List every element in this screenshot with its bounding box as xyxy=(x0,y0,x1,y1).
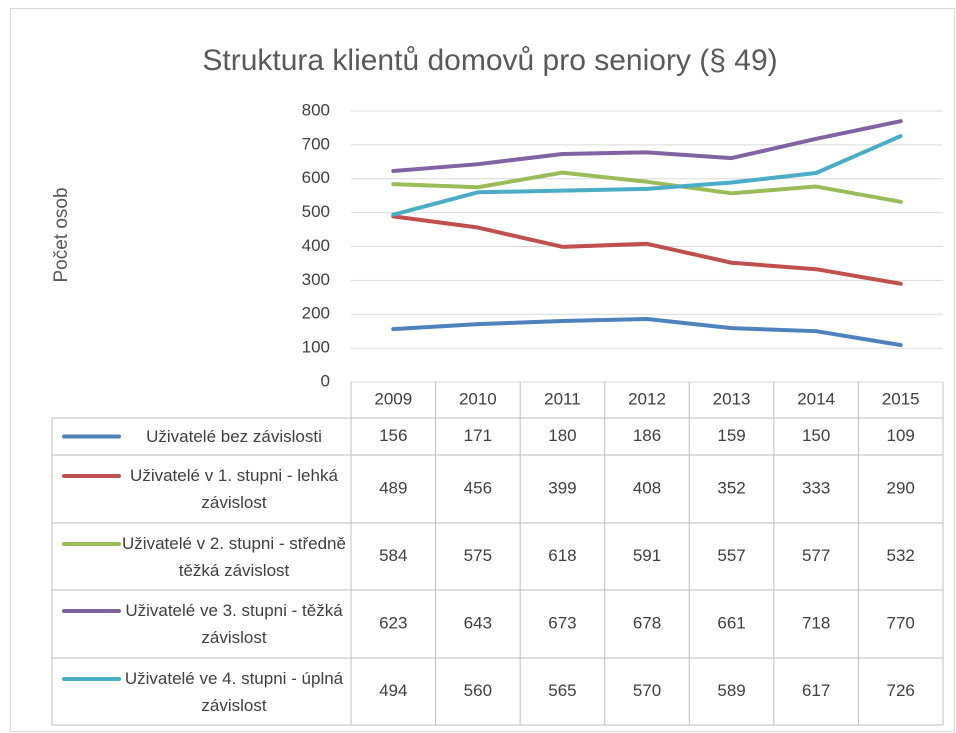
table-value: 577 xyxy=(802,546,830,565)
y-tick-label: 700 xyxy=(302,134,330,153)
x-tick-label: 2011 xyxy=(544,389,581,408)
legend-label-box: Uživatelé v 1. stupni - lehká závislost xyxy=(130,466,338,512)
x-tick-label: 2012 xyxy=(628,389,666,408)
table-value: 565 xyxy=(548,681,576,700)
series-line xyxy=(391,134,903,217)
table-value: 618 xyxy=(548,546,576,565)
x-tick-label: 2015 xyxy=(882,389,920,408)
chart-title: Struktura klientů domovů pro seniory (§ … xyxy=(202,44,777,77)
y-tick-label: 400 xyxy=(302,236,330,255)
legend-label-box: Uživatelé ve 4. stupni - úplná závislost xyxy=(124,668,344,715)
y-tick-label: 0 xyxy=(321,371,330,390)
x-tick-label: 2013 xyxy=(713,389,751,408)
chart-frame xyxy=(10,8,955,732)
table-value: 617 xyxy=(802,681,830,700)
table-value: 159 xyxy=(717,426,745,445)
table-value: 643 xyxy=(464,613,492,632)
table-value: 352 xyxy=(717,478,745,497)
table-value: 770 xyxy=(887,613,915,632)
y-tick-label: 800 xyxy=(302,100,330,119)
legend-label: Uživatelé ve 3. stupni - těžká závislost xyxy=(125,601,343,647)
table-value: 575 xyxy=(464,546,492,565)
legend-label: Uživatelé v 2. stupni - středně těžká zá… xyxy=(122,533,346,580)
table-value: 591 xyxy=(633,546,661,565)
table-value: 589 xyxy=(717,681,745,700)
legend-label: Uživatelé v 1. stupni - lehká závislost xyxy=(130,466,338,512)
legend-label-box: Uživatelé ve 3. stupni - těžká závislost xyxy=(125,601,343,647)
table-value: 180 xyxy=(548,426,576,445)
legend-label: Uživatelé bez závislosti xyxy=(146,427,322,446)
y-tick-label: 100 xyxy=(302,338,330,357)
table-value: 623 xyxy=(379,613,407,632)
table-value: 333 xyxy=(802,478,830,497)
table-value: 494 xyxy=(379,681,407,700)
table-value: 150 xyxy=(802,426,830,445)
table-value: 557 xyxy=(717,546,745,565)
table-value: 661 xyxy=(717,613,745,632)
series-line xyxy=(391,170,903,204)
series-line xyxy=(391,316,903,348)
legend-label-box: Uživatelé v 2. stupni - středně těžká zá… xyxy=(122,533,346,580)
y-tick-label: 300 xyxy=(302,270,330,289)
table-value: 408 xyxy=(633,478,661,497)
table-value: 399 xyxy=(548,478,576,497)
x-tick-label: 2010 xyxy=(459,389,497,408)
x-tick-label: 2009 xyxy=(374,389,412,408)
series-line xyxy=(391,119,903,173)
table-value: 570 xyxy=(633,681,661,700)
table-value: 171 xyxy=(464,426,492,445)
table-value: 290 xyxy=(887,478,915,497)
y-tick-label: 500 xyxy=(302,202,330,221)
table-value: 678 xyxy=(633,613,661,632)
legend-label: Uživatelé ve 4. stupni - úplná závislost xyxy=(124,668,344,715)
table-value: 560 xyxy=(464,681,492,700)
table-value: 456 xyxy=(464,478,492,497)
table-value: 532 xyxy=(887,546,915,565)
table-value: 156 xyxy=(379,426,407,445)
table-value: 718 xyxy=(802,613,830,632)
table-value: 726 xyxy=(887,681,915,700)
table-value: 186 xyxy=(633,426,661,445)
table-value: 584 xyxy=(379,546,407,565)
table-value: 489 xyxy=(379,478,407,497)
table-value: 109 xyxy=(887,426,915,445)
series-line xyxy=(391,214,903,286)
table-value: 673 xyxy=(548,613,576,632)
legend-label-box: Uživatelé bez závislosti xyxy=(146,427,322,446)
y-axis-label: Počet osob xyxy=(51,187,72,282)
y-tick-label: 200 xyxy=(302,304,330,323)
y-tick-label: 600 xyxy=(302,168,330,187)
x-tick-label: 2014 xyxy=(797,389,835,408)
